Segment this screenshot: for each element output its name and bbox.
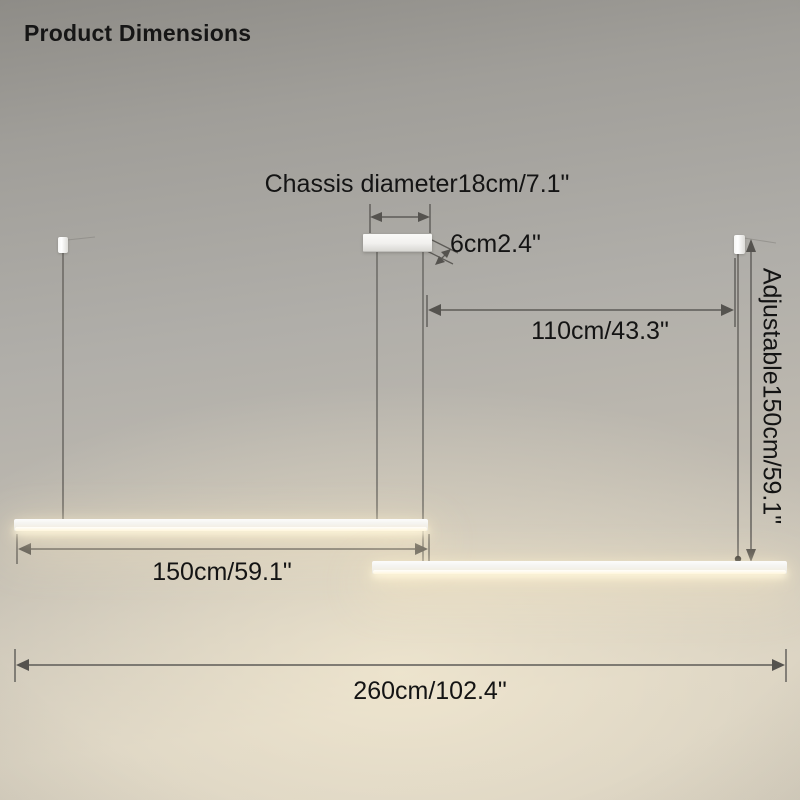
label-adjustable-drop: Adjustable150cm/59.1" xyxy=(757,267,786,525)
page-title: Product Dimensions xyxy=(24,20,252,46)
light-bar-back xyxy=(372,561,787,574)
dim-chassis-diameter xyxy=(369,204,431,233)
label-hang-spacing: 110cm/43.3" xyxy=(531,317,669,345)
arrowhead-right xyxy=(415,543,428,555)
arrowhead-left xyxy=(16,659,29,671)
arrowhead-right xyxy=(772,659,785,671)
arrowhead-up-right xyxy=(441,249,451,258)
arrowhead-up xyxy=(746,239,756,252)
label-chassis-height: 6cm2.4" xyxy=(450,230,541,258)
chassis xyxy=(363,234,432,252)
arrowhead-left xyxy=(18,543,31,555)
label-overall-length: 260cm/102.4" xyxy=(353,677,507,705)
dim-bar-length xyxy=(16,534,430,564)
dim-hang-spacing xyxy=(426,258,736,327)
arrowhead-down-left xyxy=(435,256,445,265)
suspension-wires xyxy=(62,250,742,563)
dim-overall-length xyxy=(14,649,787,682)
led-strip xyxy=(373,570,786,574)
led-strip xyxy=(15,527,427,531)
arrowhead-down xyxy=(746,549,756,562)
wire-ball-connector xyxy=(734,555,742,563)
label-bar-length: 150cm/59.1" xyxy=(152,558,292,586)
light-bar-front xyxy=(14,519,428,531)
arrowhead-right xyxy=(721,304,734,316)
ceiling-mount-left xyxy=(58,237,68,253)
dim-chassis-height xyxy=(426,239,459,265)
ceiling-reference-lines xyxy=(66,236,777,244)
label-chassis-diameter: Chassis diameter18cm/7.1" xyxy=(264,170,570,198)
ext-line xyxy=(431,239,459,254)
arrowhead-left xyxy=(428,304,441,316)
arrowhead-left xyxy=(370,212,382,222)
ceiling-mount-right xyxy=(734,235,745,254)
arrowhead-right xyxy=(418,212,430,222)
